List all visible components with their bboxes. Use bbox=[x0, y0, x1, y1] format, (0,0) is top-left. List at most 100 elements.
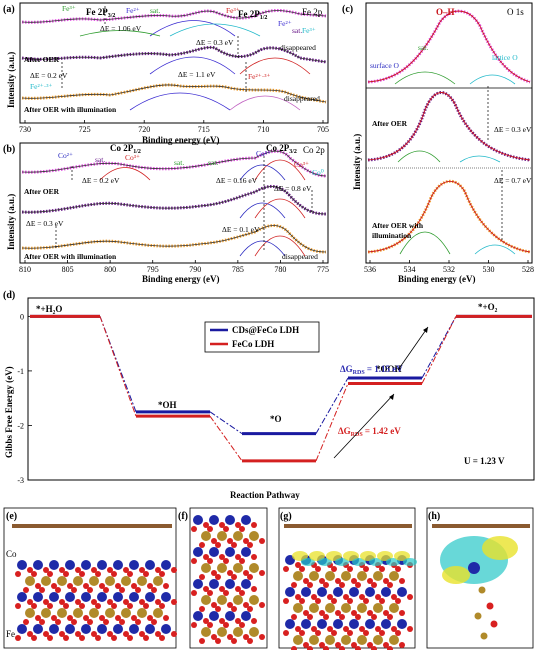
panel-a-fit-3 bbox=[21, 84, 327, 103]
panel-g-metal-atom-84 bbox=[373, 603, 383, 613]
panel-f-oxygen-atom-8 bbox=[223, 526, 229, 532]
panel-e-oxygen-atom-85 bbox=[171, 599, 177, 605]
panel-g-density-yellow-5 bbox=[377, 551, 393, 561]
panel-a-comp-5 bbox=[239, 57, 311, 75]
panel-c-oh: O–H bbox=[436, 7, 455, 17]
panel-b-delta-2: ΔE = 0.16 eV bbox=[216, 176, 258, 185]
panel-e-oxygen-atom-16 bbox=[107, 567, 113, 573]
panel-d-frame bbox=[27, 297, 535, 481]
panel-b-comp-6 bbox=[254, 235, 306, 257]
panel-g-oxygen-atom-116 bbox=[291, 646, 297, 650]
panel-f-metal-atom-33 bbox=[241, 547, 251, 557]
panel-e-metal-atom-105 bbox=[121, 608, 131, 618]
panel-e-oxygen-atom-125 bbox=[63, 635, 69, 641]
panel-c-x-tick-label-2: 532 bbox=[443, 265, 455, 274]
panel-e-oxygen-atom-140 bbox=[143, 635, 149, 641]
panel-b: (b) Intensity (a.u.) Binding energy (eV)… bbox=[3, 142, 329, 284]
panel-a-frame bbox=[19, 2, 329, 124]
panel-g-oxygen-atom-101 bbox=[331, 630, 337, 636]
panel-e-metal-atom-15 bbox=[97, 560, 107, 570]
panel-f-oxygen-atom-86 bbox=[199, 638, 205, 644]
panel-g-oxygen-atom-64 bbox=[391, 594, 397, 600]
panel-c-xticks: 536 534 532 530 528 bbox=[364, 260, 534, 274]
panel-g-oxygen-atom-118 bbox=[319, 642, 325, 648]
panel-e-oxygen-atom-44 bbox=[87, 587, 93, 593]
panel-g-graphene bbox=[284, 524, 412, 528]
panel-d: (d) Gibbs Free Energy (eV) Reaction Path… bbox=[3, 290, 535, 500]
panel-e-oxygen-atom-79 bbox=[139, 599, 145, 605]
panel-e-oxygen-atom-11 bbox=[63, 571, 69, 577]
panel-e-oxygen-atom-136 bbox=[139, 631, 145, 637]
panel-f-oxygen-atom-32 bbox=[223, 558, 229, 564]
panel-g-oxygen-atom-131 bbox=[371, 646, 377, 650]
panel-b-comp-7 bbox=[239, 240, 286, 257]
panel-a-peak-fe3-l: Fe³⁺ bbox=[62, 4, 76, 13]
panel-f-oxygen-atom-59 bbox=[239, 590, 245, 596]
panel-g-oxygen-atom-32 bbox=[323, 582, 329, 588]
panel-g-metal-atom-117 bbox=[309, 635, 319, 645]
panel-e-metal-atom-138 bbox=[145, 624, 155, 634]
panel-g-label: (g) bbox=[280, 511, 292, 522]
panel-f-oxygen-atom-73 bbox=[203, 618, 209, 624]
panel-g-oxygen-atom-11 bbox=[331, 566, 337, 572]
panel-e-oxygen-atom-62 bbox=[31, 603, 37, 609]
panel-e-oxygen-atom-86 bbox=[159, 603, 165, 609]
panel-e-metal-atom-117 bbox=[33, 624, 43, 634]
panel-f-oxygen-atom-95 bbox=[247, 638, 253, 644]
panel-e-oxygen-atom-58 bbox=[27, 599, 33, 605]
panel-b-label: (b) bbox=[3, 144, 15, 155]
panel-a-comp-2 bbox=[169, 23, 261, 37]
panel-d-dg-blue: ΔGRDS = 1.15 eV bbox=[340, 364, 403, 376]
panel-g-metal-atom-123 bbox=[341, 635, 351, 645]
panel-c-comp-5 bbox=[399, 231, 451, 255]
panel-b-x-tick-label-7: 775 bbox=[317, 265, 329, 274]
panel-d-arrowhead-red bbox=[389, 394, 394, 400]
panel-f-oxygen-atom-47 bbox=[247, 574, 253, 580]
panel-g-oxygen-atom-44 bbox=[387, 582, 393, 588]
panel-g-oxygen-atom-35 bbox=[339, 582, 345, 588]
panel-d-link-1-0 bbox=[99, 316, 137, 417]
panel-a-comp-7 bbox=[229, 95, 301, 111]
panel-e-oxygen-atom-53 bbox=[135, 587, 141, 593]
panel-c-row-3: illumination bbox=[372, 231, 412, 240]
panel-e-metal-atom-36 bbox=[57, 576, 67, 586]
panel-f-oxygen-atom-80 bbox=[223, 622, 229, 628]
panel-a: (a) Intensity (a.u.) Binding energy (eV)… bbox=[3, 2, 329, 145]
panel-g-metal-atom-93 bbox=[301, 619, 311, 629]
panel-g-metal-atom-99 bbox=[333, 619, 343, 629]
panel-f-oxygen-atom-26 bbox=[191, 558, 197, 564]
panel-e-oxygen-atom-88 bbox=[35, 615, 41, 621]
panel-a-xticks: 730 725 720 715 710 705 bbox=[19, 120, 329, 134]
panel-e-metal-atom-57 bbox=[17, 592, 27, 602]
panel-d-state-labels: *+H₂O *OH *O *OOH *+O₂ bbox=[36, 302, 498, 424]
panel-f-metal-atom-24 bbox=[193, 547, 203, 557]
panel-e-oxygen-atom-109 bbox=[147, 615, 153, 621]
panel-g-metal-atom-105 bbox=[365, 619, 375, 629]
panel-h-metal-atom bbox=[468, 562, 480, 574]
panel-e-oxygen-atom-80 bbox=[127, 603, 133, 609]
panel-g-oxygen-atom-43 bbox=[399, 578, 405, 584]
panel-b-raw-3 bbox=[21, 224, 327, 254]
panel-f-metal-atom-75 bbox=[209, 611, 219, 621]
panel-g-oxygen-atom-112 bbox=[407, 626, 413, 632]
panel-f-oxygen-atom-68 bbox=[231, 606, 237, 612]
panel-g-oxygen-atom-41 bbox=[371, 582, 377, 588]
panel-h-atom-1 bbox=[486, 602, 494, 610]
panel-f-metal-atom-0 bbox=[193, 515, 203, 525]
panel-f-metal-atom-9 bbox=[241, 515, 251, 525]
panel-g-oxygen-atom-47 bbox=[283, 598, 289, 604]
panel-e-metal-atom-48 bbox=[121, 576, 131, 586]
panel-g-metal-atom-54 bbox=[333, 587, 343, 597]
panel-b-delta-4: ΔE = 0.3 eV bbox=[26, 219, 64, 228]
panel-e-oxygen-atom-71 bbox=[79, 603, 85, 609]
panel-b-fit-2 bbox=[21, 186, 327, 215]
panel-g-density-yellow-6 bbox=[394, 551, 410, 561]
panel-e-metal-atom-108 bbox=[137, 608, 147, 618]
panel-f-oxygen-atom-76 bbox=[219, 618, 225, 624]
panel-g-metal-atom-132 bbox=[389, 635, 399, 645]
panel-f-oxygen-atom-13 bbox=[211, 538, 217, 544]
panel-a-peak-fe2-3: Fe²⁺·³⁺ bbox=[248, 72, 270, 81]
panel-g-oxygen-atom-79 bbox=[351, 610, 357, 616]
panel-g-oxygen-atom-37 bbox=[367, 578, 373, 584]
panel-e-oxygen-atom-122 bbox=[47, 635, 53, 641]
